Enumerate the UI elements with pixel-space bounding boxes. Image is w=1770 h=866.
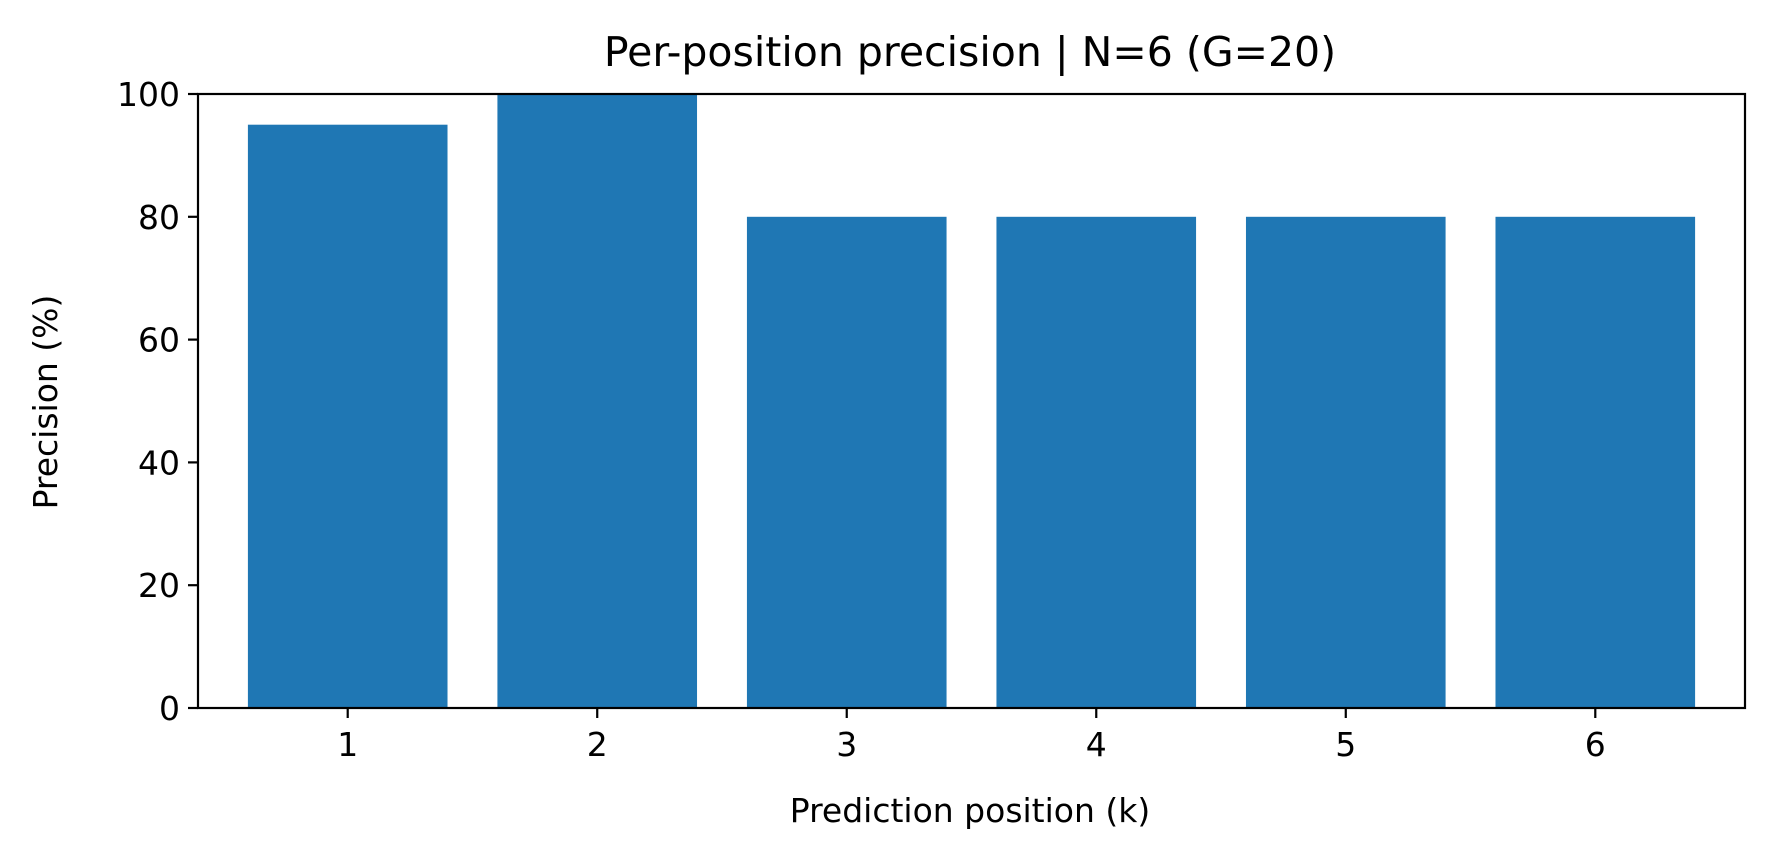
plot-area-frame <box>196 92 1747 710</box>
y-tick-label: 40 <box>138 443 180 482</box>
bar-1 <box>247 124 448 708</box>
bar-5 <box>1245 216 1446 709</box>
x-tick-label: 5 <box>1335 725 1356 764</box>
y-axis: 0 20 40 60 80 100 <box>117 75 198 728</box>
bars <box>247 94 1696 709</box>
x-tick-label: 4 <box>1086 725 1107 764</box>
y-tick-label: 100 <box>117 75 180 114</box>
y-tick-label: 60 <box>138 321 180 360</box>
y-tick-label: 80 <box>138 198 180 237</box>
x-tick-label: 6 <box>1585 725 1606 764</box>
x-tick-label: 2 <box>587 725 608 764</box>
x-axis-label: Prediction position (k) <box>790 791 1151 830</box>
y-axis-label: Precision (%) <box>26 295 65 510</box>
x-axis: 1 2 3 4 5 6 <box>337 708 1606 764</box>
bar-6 <box>1495 216 1696 709</box>
chart-title: Per-position precision | N=6 (G=20) <box>604 28 1336 76</box>
bar-4 <box>996 216 1197 709</box>
bar-2 <box>497 94 698 708</box>
x-tick-label: 3 <box>836 725 857 764</box>
y-tick-label: 20 <box>138 566 180 605</box>
bar-3 <box>746 216 947 709</box>
x-tick-label: 1 <box>337 725 358 764</box>
y-tick-label: 0 <box>159 689 180 728</box>
